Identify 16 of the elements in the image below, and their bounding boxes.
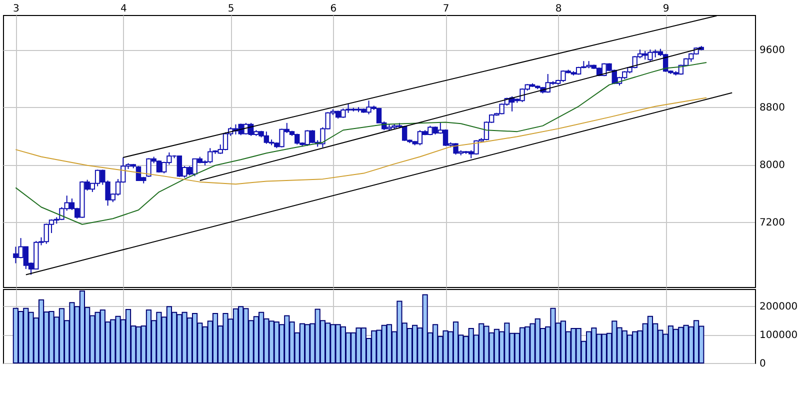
y-tick-label: 7200	[760, 218, 785, 229]
y-tick-label: 100000	[760, 330, 798, 342]
y-tick-label: 200000	[760, 302, 798, 313]
x-tick-label: 4	[120, 4, 127, 14]
x-tick-label: 6	[330, 4, 337, 14]
x-tick-label: 5	[228, 4, 234, 14]
line-series	[15, 97, 708, 185]
x-tick-label: 3	[12, 4, 20, 14]
line-series	[15, 62, 708, 225]
y-tick-label: 8800	[760, 102, 785, 114]
y-tick-label: 0	[760, 358, 766, 370]
x-tick-label: 9	[662, 4, 670, 14]
x-tick-label: 8	[555, 4, 562, 14]
y-tick-label: 8000	[760, 160, 785, 172]
x-tick-label: 7	[442, 4, 450, 14]
y-tick-label: 9600	[760, 45, 785, 56]
